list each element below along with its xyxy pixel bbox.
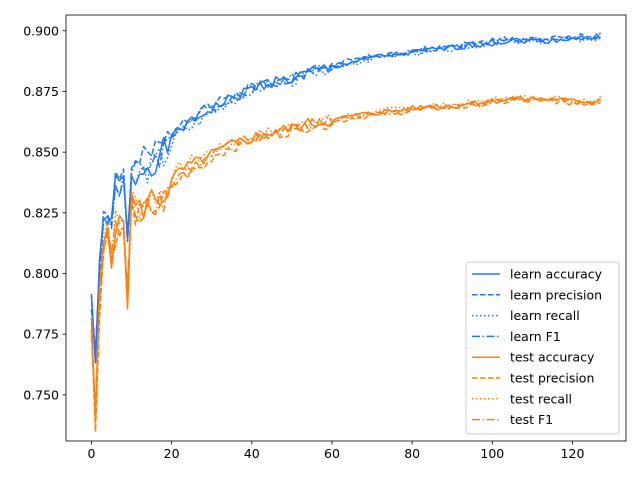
legend-label: learn precision [510,287,602,302]
series-line-learn-accuracy [90,33,602,364]
y-tick-label: 0.800 [23,266,59,281]
y-tick-label: 0.750 [23,387,59,402]
legend-label: test accuracy [510,350,595,365]
y-tick-label: 0.900 [23,23,59,38]
x-tick-label: 120 [561,446,585,461]
x-tick-label: 0 [87,446,95,461]
series-line-test-accuracy [90,95,602,420]
y-tick-label: 0.775 [23,327,59,342]
x-tick-label: 100 [480,446,504,461]
legend-label: test F1 [510,412,553,427]
axes: 0 20 40 60 80 100 120 0.750 0.775 0.800 0.825 0.850… [23,14,627,461]
x-tick-label: 20 [164,446,180,461]
legend-label: learn recall [510,308,580,323]
y-tick-label: 0.875 [23,84,59,99]
series-line-learn-f1 [90,32,602,351]
series-line-test-precision [90,97,601,433]
legend: learn accuracy learn precision learn recal… [465,261,620,435]
legend-box [465,261,620,435]
x-tick-label: 40 [244,446,260,461]
series-lines [90,32,602,433]
legend-label: test recall [510,391,572,406]
legend-label: learn F1 [510,329,561,344]
series-line-test-f1 [90,96,601,411]
series-line-learn-recall [90,35,601,351]
x-tick-label: 60 [324,446,340,461]
y-tick-label: 0.850 [23,145,59,160]
y-tick-label: 0.825 [23,205,59,220]
x-tick-label: 80 [404,446,420,461]
legend-label: test precision [510,371,594,386]
series-line-test-recall [90,94,602,428]
plot-frame [65,14,627,442]
legend-label: learn accuracy [510,267,603,282]
